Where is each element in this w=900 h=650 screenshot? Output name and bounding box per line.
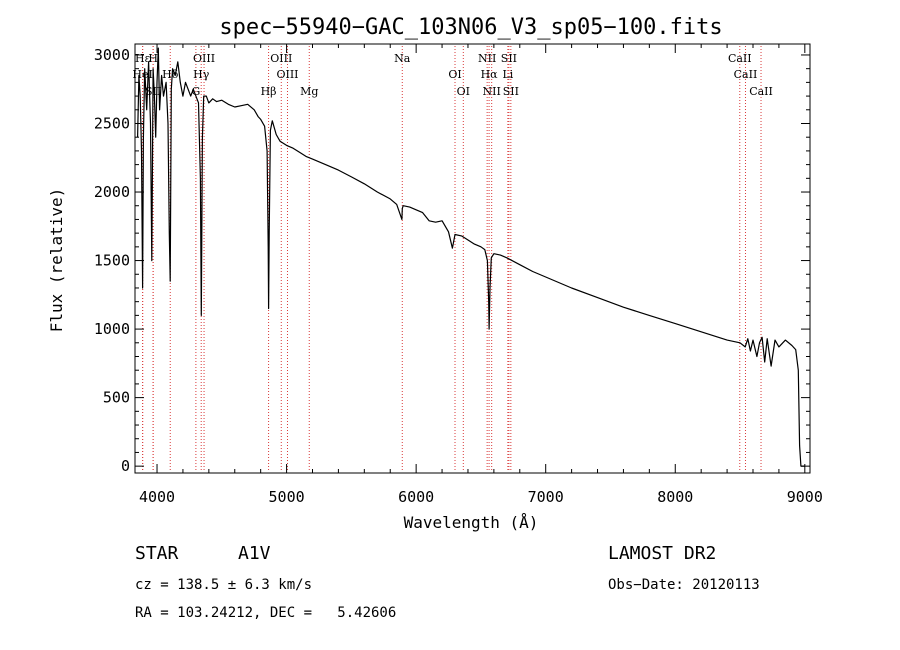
spectral-line-label-5: G [191,85,200,98]
object-subclass: A1V [238,543,271,564]
plot-frame [134,43,811,474]
spectrum-series-line [137,47,805,467]
spectral-line-label-11: Mg [300,85,318,98]
object-type: STAR [135,543,179,564]
y-axis-label: Flux (relative) [47,188,66,333]
redshift-text: cz = 138.5 ± 6.3 km/s [135,577,313,593]
y-tick-label-1500: 1500 [94,252,130,270]
spectral-line-label-20: SII [503,85,519,98]
x-tick-label-8000: 8000 [657,488,693,506]
y-tick-label-3000: 3000 [94,46,130,64]
y-tick-label-0: 0 [121,457,130,475]
y-tick-label-2500: 2500 [94,114,130,132]
spectral-line-label-13: OI [448,68,461,81]
spectral-line-label-10: OIII [276,68,298,81]
spectral-line-label-23: CaII [749,85,773,98]
spectral-line-label-8: Hβ [261,85,277,98]
plot-area: HεHeISIIHHδGOIIIHγHβOIIIOIIIMgNaOIOINIIH… [94,43,823,506]
spectral-line-label-7: Hγ [193,68,210,81]
chart-title: spec−55940−GAC_103N06_V3_sp05−100.fits [219,15,722,40]
x-tick-label-9000: 9000 [787,488,823,506]
coordinates-text: RA = 103.24212, DEC = 5.42606 [135,605,397,621]
spectral-line-label-17: NII [483,85,501,98]
y-tick-label-2000: 2000 [94,183,130,201]
survey-name: LAMOST DR2 [608,543,717,564]
x-tick-label-6000: 6000 [398,488,434,506]
y-tick-label-500: 500 [103,389,130,407]
x-tick-label-4000: 4000 [139,488,175,506]
spectral-line-label-21: CaII [728,52,752,65]
spectral-line-label-14: OI [457,85,470,98]
spectral-line-label-12: Na [394,52,411,65]
spectral-line-label-16: Hα [481,68,499,81]
y-tick-label-1000: 1000 [94,320,130,338]
x-tick-label-7000: 7000 [528,488,564,506]
spectral-line-label-9: OIII [270,52,292,65]
spectral-line-label-3: H [148,52,158,65]
x-tick-label-5000: 5000 [269,488,305,506]
spectral-line-label-15: NII [478,52,496,65]
spectral-line-label-19: Li [502,68,513,81]
x-axis-label: Wavelength (Å) [404,513,539,532]
spectral-line-label-6: OIII [193,52,215,65]
spectral-line-label-22: CaII [734,68,758,81]
obs-date-text: Obs−Date: 20120113 [608,577,760,593]
spectral-line-label-18: SII [501,52,517,65]
spectral-line-label-4: Hδ [162,68,179,81]
